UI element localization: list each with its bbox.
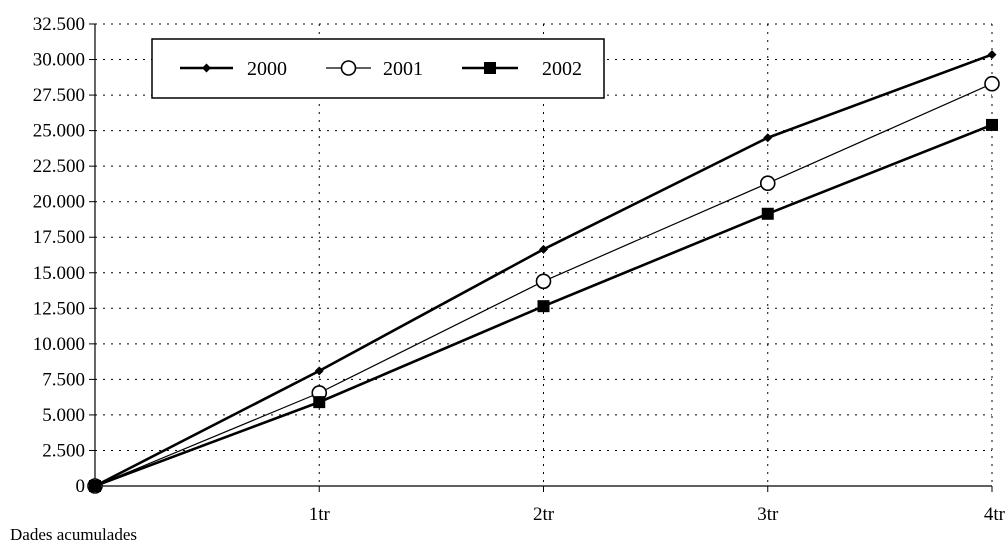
x-tick-labels: 1tr 2tr 3tr 4tr	[309, 504, 1006, 525]
legend-item: 2001	[326, 58, 423, 80]
legend: 2000 2001 2002	[151, 38, 605, 99]
data-point	[763, 133, 773, 143]
y-tick-label: 15.000	[33, 263, 85, 284]
y-tick-label: 27.500	[33, 85, 85, 106]
y-tick-label: 7.500	[42, 369, 85, 390]
y-tick-label: 25.000	[33, 121, 85, 142]
data-point	[539, 244, 548, 254]
y-tick-label: 12.500	[33, 298, 85, 319]
y-tick-label: 17.500	[33, 227, 85, 248]
data-point	[484, 62, 496, 74]
series-2001	[87, 75, 1000, 494]
y-tick-label: 22.500	[33, 156, 85, 177]
grid-lines	[95, 23, 993, 486]
y-tick-label: 20.000	[33, 192, 85, 213]
series-group	[87, 50, 1000, 494]
legend-item: 2002	[462, 58, 582, 80]
data-point	[984, 75, 1000, 92]
data-point	[340, 60, 357, 76]
series-2002	[89, 118, 998, 492]
legend-label: 2000	[247, 58, 287, 80]
y-tick-label: 2.500	[42, 440, 85, 461]
series-line	[94, 53, 993, 488]
y-tick-label: 5.000	[42, 405, 85, 426]
data-point	[313, 396, 326, 409]
axes	[89, 23, 993, 492]
data-point	[537, 300, 550, 313]
data-point	[89, 480, 101, 492]
x-tick-label: 1tr	[309, 504, 331, 525]
y-tick-labels: 0 2.500 5.000 7.500 10.000 12.500 15.000 17.500…	[33, 14, 85, 497]
data-point	[986, 118, 998, 131]
y-tick-label: 10.000	[33, 334, 85, 355]
y-tick-label: 0	[76, 476, 86, 497]
y-tick-label: 32.500	[33, 14, 85, 35]
data-point	[759, 175, 776, 192]
y-tick-label: 30.000	[33, 50, 85, 71]
legend-item: 2000	[180, 58, 287, 80]
x-tick-label: 2tr	[533, 504, 555, 525]
data-point	[535, 273, 552, 290]
data-point	[202, 63, 211, 73]
x-tick-label: 4tr	[984, 504, 1006, 525]
data-point	[314, 366, 324, 376]
data-point	[987, 50, 997, 60]
legend-label: 2001	[383, 58, 423, 80]
chart-note: Dades acumulades	[10, 525, 137, 544]
data-point	[761, 207, 774, 220]
legend-label: 2002	[542, 58, 582, 80]
x-tick-label: 3tr	[757, 504, 779, 525]
